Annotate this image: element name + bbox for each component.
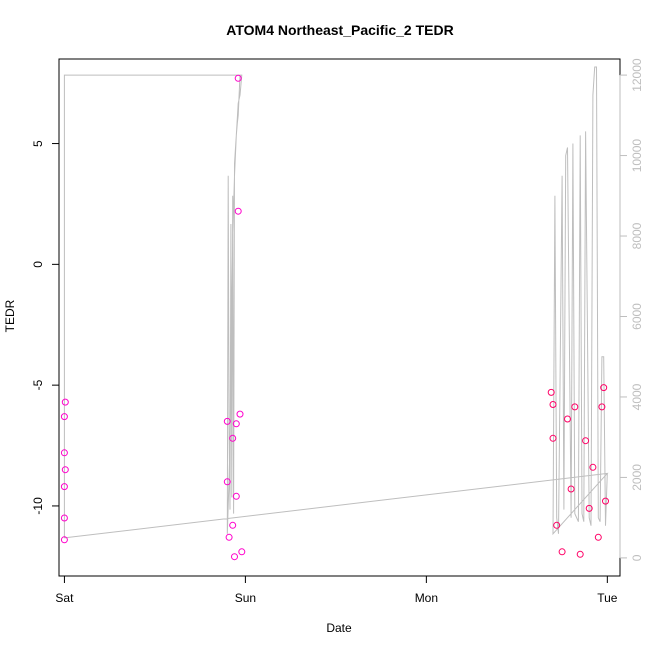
x-tick-label: Sun — [235, 591, 256, 605]
tedr-point — [571, 403, 579, 411]
x-tick-label: Sat — [55, 591, 74, 605]
tedr-point — [549, 434, 557, 442]
tedr-point — [589, 463, 597, 471]
tedr-point — [60, 536, 68, 544]
y-tick-label: 5 — [31, 140, 45, 147]
y-axis-label: TEDR — [3, 299, 17, 332]
y2-tick-label: 4000 — [630, 383, 644, 410]
y-axis: -10 -5 0 5 — [31, 140, 60, 515]
tedr-point — [229, 434, 237, 442]
tedr-point — [582, 437, 590, 445]
y-tick-label: -5 — [31, 379, 45, 390]
x-axis-label: Date — [326, 621, 352, 635]
chart-title: ATOM4 Northeast_Pacific_2 TEDR — [226, 22, 453, 38]
y2-tick-label: 12000 — [630, 58, 644, 92]
tedr-point — [231, 553, 238, 561]
tedr-point — [60, 483, 68, 491]
y-tick-label: -10 — [31, 497, 45, 515]
altitude-line — [63, 66, 609, 539]
tedr-point — [61, 466, 69, 474]
y-tick-label: 0 — [31, 261, 45, 268]
tedr-point — [547, 388, 555, 396]
tedr-point — [602, 497, 609, 505]
tedr-point — [225, 533, 233, 541]
plot-frame — [58, 58, 621, 577]
tedr-point — [553, 521, 561, 529]
y2-tick-label: 8000 — [630, 222, 644, 249]
tedr-point — [594, 533, 602, 541]
tedr-point — [223, 478, 231, 486]
tedr-point — [567, 485, 575, 493]
tedr-point — [60, 413, 68, 421]
x-axis: Sat Sun Mon Tue — [55, 575, 618, 605]
tedr-point — [234, 207, 242, 215]
x-tick-label: Mon — [415, 591, 438, 605]
tedr-point — [564, 415, 571, 423]
y2-tick-label: 10000 — [630, 139, 644, 173]
tedr-point — [232, 492, 240, 500]
tedr-point — [585, 504, 593, 512]
tedr-point — [60, 449, 68, 457]
y2-tick-label: 0 — [630, 554, 644, 561]
tedr-point — [61, 398, 69, 406]
tedr-point — [60, 514, 68, 522]
tedr-point — [598, 403, 606, 411]
tedr-point — [600, 384, 608, 392]
altitude-line-layer — [63, 66, 609, 539]
tedr-point — [576, 550, 584, 558]
tedr-point — [558, 548, 566, 556]
tedr-point — [223, 417, 231, 425]
tedr-point — [229, 521, 237, 529]
y2-tick-label: 2000 — [630, 464, 644, 491]
tedr-point — [238, 548, 246, 556]
tedr-point — [234, 74, 242, 82]
y2-tick-label: 6000 — [630, 303, 644, 330]
tedr-point — [549, 401, 557, 408]
x-tick-label: Tue — [597, 591, 618, 605]
tedr-points-layer — [60, 74, 609, 561]
y2-axis: 0 2000 4000 6000 8000 10000 12000 — [619, 58, 644, 561]
tedr-point — [232, 420, 240, 428]
tedr-point — [236, 410, 244, 418]
